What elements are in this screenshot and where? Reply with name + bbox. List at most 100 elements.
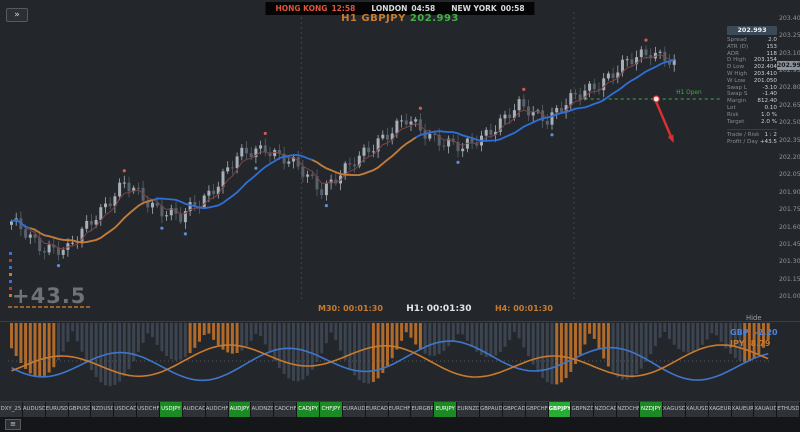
tab-audnzd[interactable]: AUDNZD <box>251 402 274 417</box>
price-tick: 202.800 <box>779 84 800 91</box>
price-tick: 201.000 <box>779 293 800 300</box>
candle-body <box>630 59 633 64</box>
info-row: Margin812.40 <box>727 98 777 105</box>
price-chart[interactable] <box>0 0 800 432</box>
tab-gbpchf[interactable]: GBPCHF <box>526 402 549 417</box>
price-tick: 203.400 <box>779 15 800 22</box>
histogram-bar <box>668 323 671 339</box>
histogram-bar <box>34 323 37 376</box>
tab-xaueur[interactable]: XAUEUR <box>732 402 755 417</box>
histogram-bar <box>593 323 596 339</box>
candle-body <box>85 221 88 229</box>
tab-chfjpy[interactable]: CHFJPY <box>320 402 343 417</box>
tab-xageur[interactable]: XAGEUR <box>709 402 732 417</box>
candle-body <box>522 99 525 106</box>
tab-nzdjpy[interactable]: NZDJPY <box>640 402 663 417</box>
tab-xauusd[interactable]: XAUUSD <box>686 402 709 417</box>
histogram-bar <box>344 323 347 360</box>
candle-body <box>353 164 356 166</box>
histogram-bar <box>508 323 511 340</box>
histogram-bar <box>29 323 32 373</box>
candle-body <box>508 115 511 118</box>
tab-nzdcad[interactable]: NZDCAD <box>594 402 617 417</box>
tab-eurchf[interactable]: EURCHF <box>389 402 412 417</box>
tab-dxy_25[interactable]: DXY_25 <box>0 402 23 417</box>
info-label: W Low <box>727 78 745 85</box>
histogram-bar <box>48 323 51 373</box>
session-hongkong: HONG KONG 12:58 <box>275 4 355 13</box>
tab-gbpjpy[interactable]: GBPJPY <box>549 402 572 417</box>
histogram-bar <box>236 323 239 353</box>
tab-nzdchf[interactable]: NZDCHF <box>617 402 640 417</box>
candle-body <box>250 153 253 157</box>
histogram-bar <box>273 323 276 361</box>
candle-body <box>226 167 229 171</box>
tab-audcad[interactable]: AUDCAD <box>183 402 206 417</box>
histogram-bar <box>123 323 126 376</box>
signal-marker-dot <box>9 280 12 283</box>
tab-audjpy[interactable]: AUDJPY <box>229 402 252 417</box>
volume-tick <box>44 306 48 308</box>
tab-xagusd[interactable]: XAGUSD <box>663 402 686 417</box>
histogram-bar <box>24 323 27 369</box>
histogram-bar <box>588 323 591 334</box>
bottom-menu-button[interactable]: ≡ <box>5 419 21 430</box>
tab-eurjpy[interactable]: EURJPY <box>434 402 457 417</box>
tab-cadchf[interactable]: CADCHF <box>274 402 297 417</box>
histogram-bar <box>513 323 516 332</box>
info-label: ATR (D) <box>727 44 748 51</box>
info-row: ATR (D)153 <box>727 44 777 51</box>
candle-body <box>104 204 107 208</box>
tab-audchf[interactable]: AUDCHF <box>206 402 229 417</box>
fractal-down-dot <box>57 264 60 267</box>
histogram-bar <box>654 323 657 346</box>
fractal-up-dot <box>264 132 267 135</box>
info-value: 203.410 <box>754 71 777 78</box>
candle-body <box>29 234 32 237</box>
price-tick: 201.600 <box>779 224 800 231</box>
tab-gbpusd[interactable]: GBPUSD <box>69 402 92 417</box>
tab-eurcad[interactable]: EURCAD <box>366 402 389 417</box>
histogram-bar <box>254 323 257 334</box>
tab-cadjpy[interactable]: CADJPY <box>297 402 320 417</box>
signal-marker-dot <box>9 287 12 290</box>
info-value: 201.050 <box>754 78 777 85</box>
price-tick: 202.200 <box>779 154 800 161</box>
tab-usdjpy[interactable]: USDJPY <box>160 402 183 417</box>
tab-nzdusd[interactable]: NZDUSD <box>91 402 114 417</box>
histogram-bar <box>461 323 464 334</box>
histogram-bar <box>179 323 182 360</box>
tab-gbpcad[interactable]: GBPCAD <box>503 402 526 417</box>
tab-eurgbp[interactable]: EURGBP <box>411 402 434 417</box>
info-label: W High <box>727 71 747 78</box>
session-name: HONG KONG <box>275 4 327 13</box>
tab-ethusd[interactable]: ETHUSD <box>777 402 800 417</box>
info-value: -1.40 <box>763 91 777 98</box>
tab-audusd[interactable]: AUDUSD <box>23 402 46 417</box>
histogram-bar <box>325 323 328 343</box>
tab-usdcad[interactable]: USDCAD <box>114 402 137 417</box>
timer-h4: H4: 00:01:30 <box>495 304 553 314</box>
info-value: 202.404 <box>754 64 777 71</box>
candle-body <box>118 183 121 197</box>
current-price-box: 202.993 <box>777 61 800 70</box>
histogram-bar <box>245 323 248 346</box>
tab-gbpnzd[interactable]: GBPNZD <box>571 402 594 417</box>
hide-button[interactable]: Hide <box>746 314 762 322</box>
histogram-bar <box>160 323 163 351</box>
histogram-bar <box>334 323 337 340</box>
tab-eurusd[interactable]: EURUSD <box>46 402 69 417</box>
price-tick: 201.150 <box>779 276 800 283</box>
tab-eurnzd[interactable]: EURNZD <box>457 402 480 417</box>
histogram-bar <box>395 323 398 350</box>
candle-body <box>240 148 243 157</box>
tab-gbpaud[interactable]: GBPAUD <box>480 402 503 417</box>
tab-euraud[interactable]: EURAUD <box>343 402 366 417</box>
fractal-down-dot <box>456 161 459 164</box>
candle-body <box>236 156 239 168</box>
fractal-up-dot <box>419 107 422 110</box>
sell-signal-arrow <box>656 102 672 138</box>
tab-xauaud[interactable]: XAUAUD <box>754 402 777 417</box>
histogram-bar <box>536 323 539 372</box>
tab-usdchf[interactable]: USDCHF <box>137 402 160 417</box>
